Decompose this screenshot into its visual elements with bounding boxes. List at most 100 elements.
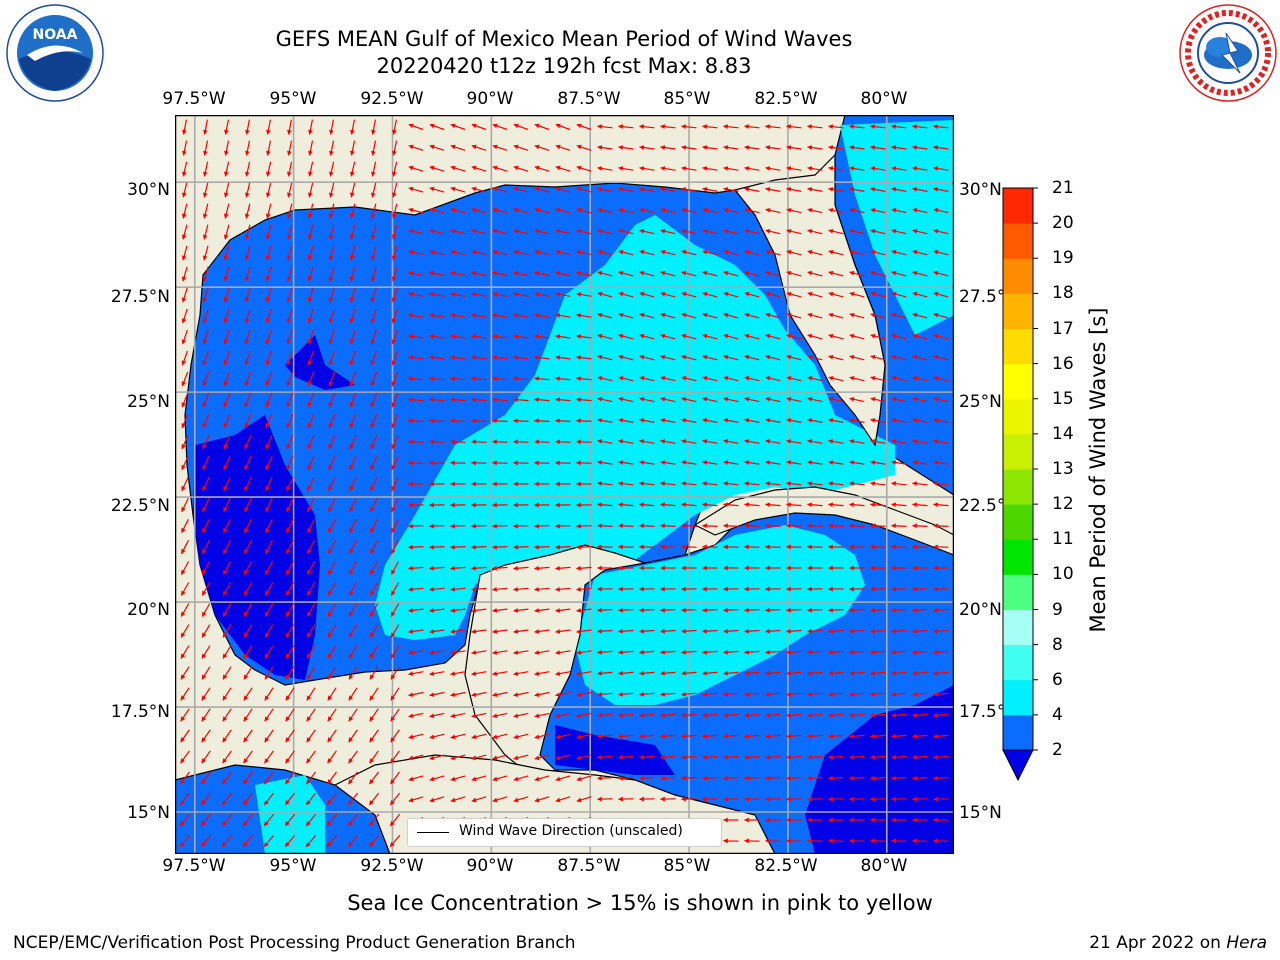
wind-arrow bbox=[391, 266, 398, 282]
wind-arrow bbox=[349, 497, 357, 513]
wind-arrow bbox=[265, 308, 272, 324]
wind-arrow bbox=[408, 523, 424, 529]
wind-arrow bbox=[307, 203, 314, 219]
wind-arrow bbox=[618, 124, 634, 130]
wind-arrow bbox=[534, 186, 550, 193]
wind-arrow bbox=[327, 582, 337, 596]
wind-arrow bbox=[912, 418, 928, 423]
wind-arrow bbox=[201, 582, 211, 596]
wind-arrow bbox=[786, 166, 802, 171]
wind-arrow bbox=[391, 161, 398, 177]
wind-arrow bbox=[807, 312, 823, 319]
wind-arrow bbox=[244, 266, 251, 282]
colorbar-segment bbox=[1003, 258, 1033, 294]
wave-period-under2-west-patch bbox=[285, 335, 355, 390]
wind-arrow bbox=[408, 271, 424, 277]
wind-arrow bbox=[555, 144, 571, 151]
wind-arrow bbox=[744, 291, 760, 298]
wind-arrow bbox=[807, 691, 823, 697]
wind-arrow bbox=[870, 187, 886, 192]
wind-arrow bbox=[681, 312, 697, 319]
wind-arrow bbox=[828, 439, 844, 444]
wind-arrow bbox=[744, 502, 760, 508]
wind-arrow bbox=[870, 375, 886, 382]
wind-arrow bbox=[702, 712, 718, 718]
wind-arrow bbox=[349, 434, 357, 450]
wind-arrow bbox=[723, 354, 739, 361]
wind-arrow bbox=[471, 123, 487, 131]
wind-arrow bbox=[702, 649, 718, 655]
wind-arrow bbox=[555, 186, 571, 193]
wind-arrow bbox=[912, 207, 928, 214]
wind-arrow bbox=[306, 603, 316, 617]
wind-arrow bbox=[786, 291, 802, 298]
lon-label-bottom: 92.5°W bbox=[360, 856, 424, 876]
wind-arrow bbox=[471, 313, 487, 318]
run-date: 21 Apr 2022 on Hera bbox=[1089, 933, 1267, 953]
wind-arrow bbox=[660, 249, 676, 256]
wind-arrow bbox=[243, 729, 253, 743]
wind-arrow bbox=[180, 603, 190, 617]
wind-arrow bbox=[181, 434, 189, 450]
wind-arrow bbox=[870, 228, 886, 235]
wind-arrow bbox=[828, 607, 844, 613]
wind-arrow bbox=[534, 334, 550, 339]
colorbar-segment bbox=[1003, 679, 1033, 716]
wind-arrow bbox=[765, 291, 781, 298]
wave-period-4to6-atlantic bbox=[840, 120, 954, 335]
wind-arrow bbox=[807, 418, 823, 423]
wind-arrow bbox=[286, 245, 293, 261]
wind-arrow bbox=[202, 287, 209, 303]
wind-arrow bbox=[639, 270, 655, 277]
wind-arrow bbox=[429, 712, 445, 719]
wind-arrow bbox=[891, 649, 907, 655]
wind-arrow bbox=[408, 292, 424, 297]
wind-arrow bbox=[849, 523, 865, 529]
wind-arrow bbox=[786, 124, 802, 130]
lon-label-top: 90°W bbox=[466, 89, 514, 109]
wind-arrow bbox=[744, 270, 760, 277]
wind-arrow bbox=[244, 371, 252, 387]
wind-arrow bbox=[912, 270, 928, 277]
wind-arrow bbox=[285, 666, 295, 680]
wind-arrow bbox=[597, 166, 613, 171]
wind-arrow bbox=[597, 312, 613, 319]
wind-arrow bbox=[618, 502, 634, 508]
wind-arrow bbox=[765, 439, 781, 444]
wind-arrow bbox=[744, 228, 760, 235]
wind-arrow bbox=[555, 754, 571, 761]
wind-arrow bbox=[744, 396, 760, 403]
wind-arrow bbox=[807, 249, 823, 256]
wind-arrow bbox=[429, 565, 445, 571]
wind-arrow bbox=[744, 354, 760, 361]
wind-arrow bbox=[181, 476, 189, 492]
wind-arrow bbox=[264, 582, 274, 596]
wind-arrow bbox=[870, 523, 886, 529]
wind-arrow bbox=[534, 523, 550, 529]
wind-arrow bbox=[328, 287, 335, 303]
wind-arrow bbox=[828, 670, 844, 676]
wind-arrow bbox=[265, 519, 273, 534]
wind-arrow bbox=[450, 565, 466, 571]
wind-arrow bbox=[849, 375, 865, 382]
wind-arrow bbox=[370, 371, 378, 387]
wind-arrow bbox=[891, 228, 907, 235]
wind-arrow bbox=[328, 308, 335, 324]
wind-arrow bbox=[744, 439, 760, 444]
wind-arrow bbox=[891, 270, 907, 277]
wind-arrow bbox=[244, 392, 252, 408]
wind-arrow bbox=[223, 308, 230, 324]
wind-arrow bbox=[348, 561, 358, 576]
wind-arrow bbox=[786, 754, 802, 760]
wind-arrow bbox=[702, 607, 718, 613]
wind-arrow bbox=[828, 396, 844, 403]
wind-arrow bbox=[786, 439, 802, 444]
wind-arrow bbox=[807, 523, 823, 529]
wind-arrow bbox=[534, 565, 550, 571]
wind-arrow bbox=[723, 628, 739, 634]
wind-arrow bbox=[327, 708, 337, 722]
wind-arrow bbox=[786, 670, 802, 676]
wind-arrow bbox=[450, 523, 466, 529]
wind-arrow bbox=[391, 245, 398, 261]
wind-arrow bbox=[307, 329, 314, 345]
